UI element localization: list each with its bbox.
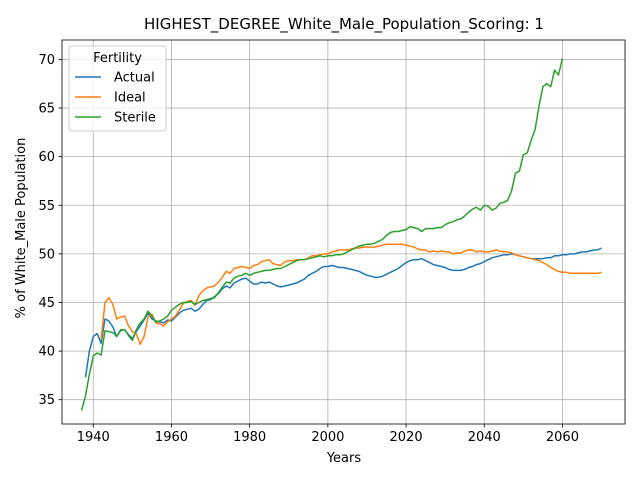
y-tick-label: 70 bbox=[38, 53, 55, 68]
x-tick-label: 1980 bbox=[233, 430, 266, 445]
legend-box bbox=[68, 45, 167, 132]
legend-title: Fertility bbox=[93, 51, 142, 66]
x-tick-label: 2020 bbox=[390, 430, 423, 445]
y-tick-label: 50 bbox=[38, 247, 55, 262]
x-tick-label: 2000 bbox=[311, 430, 344, 445]
y-tick-label: 40 bbox=[38, 345, 55, 360]
y-tick-label: 60 bbox=[38, 150, 55, 165]
legend: Fertility Actual Ideal Sterile bbox=[68, 45, 167, 132]
x-axis: 1940 1960 1980 2000 2020 2040 2060 bbox=[77, 424, 579, 445]
y-tick-label: 65 bbox=[38, 102, 55, 117]
y-tick-label: 45 bbox=[38, 296, 55, 311]
x-tick-label: 1960 bbox=[155, 430, 188, 445]
x-tick-label: 2040 bbox=[468, 430, 501, 445]
y-axis-label: % of White_Male Population bbox=[14, 138, 29, 319]
legend-label-sterile: Sterile bbox=[114, 111, 156, 126]
x-tick-label: 2060 bbox=[546, 430, 579, 445]
series-line-sterile bbox=[80, 58, 564, 411]
x-tick-label: 1940 bbox=[77, 430, 110, 445]
y-tick-label: 35 bbox=[38, 393, 55, 408]
x-axis-label: Years bbox=[326, 451, 362, 466]
legend-label-actual: Actual bbox=[114, 71, 155, 86]
legend-label-ideal: Ideal bbox=[114, 91, 146, 106]
plot-frame bbox=[61, 39, 626, 425]
y-tick-label: 55 bbox=[38, 199, 55, 214]
y-axis: 35 40 45 50 55 60 65 70 bbox=[38, 53, 62, 408]
chart-title: HIGHEST_DEGREE_White_Male_Population_Sco… bbox=[144, 15, 544, 34]
plot-lines bbox=[80, 58, 602, 411]
